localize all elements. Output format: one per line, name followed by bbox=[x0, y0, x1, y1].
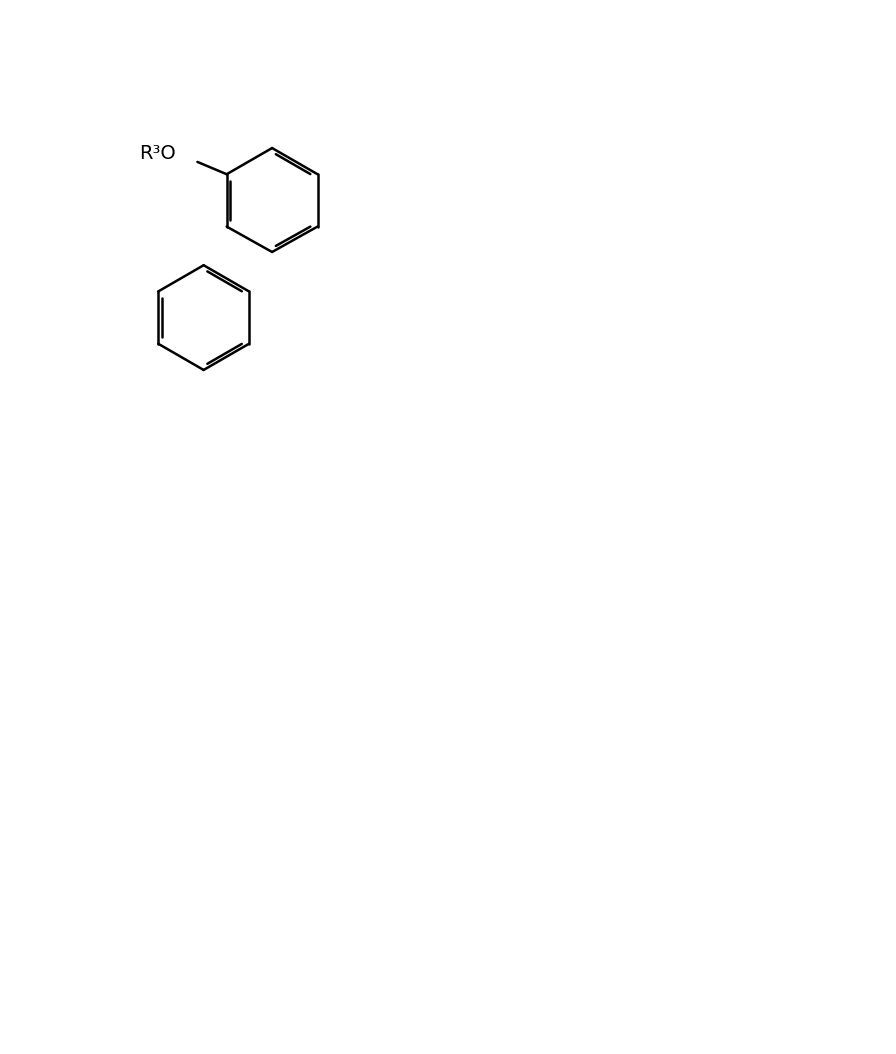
Text: R³O: R³O bbox=[139, 144, 176, 163]
